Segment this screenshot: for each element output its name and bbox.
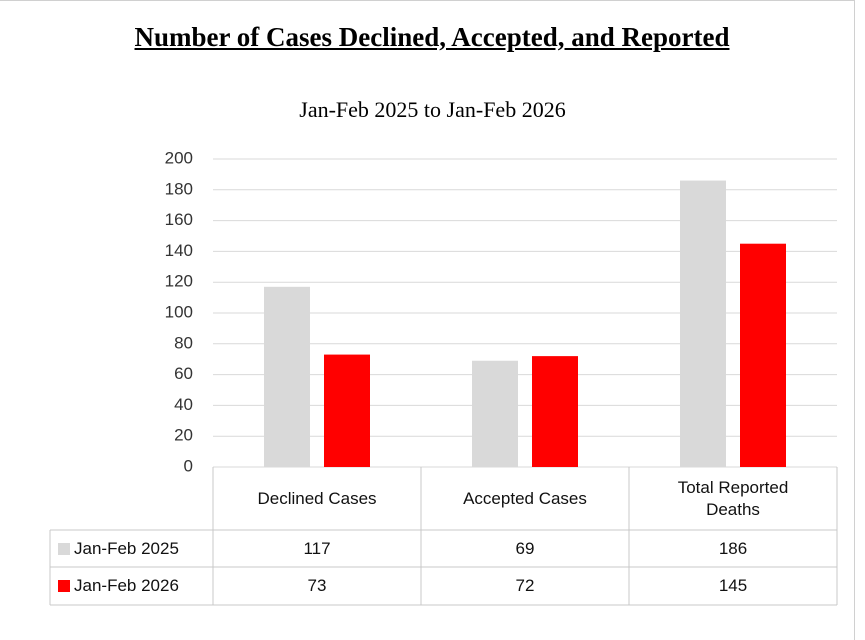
x-tick-label: Total Reported Deaths xyxy=(677,477,789,519)
data-table-value: 72 xyxy=(515,576,535,595)
bar xyxy=(740,243,786,467)
data-table-value: 73 xyxy=(307,576,327,595)
bar xyxy=(680,180,726,467)
legend-key xyxy=(58,542,70,555)
y-tick-label: 60 xyxy=(174,364,193,383)
y-tick-label: 40 xyxy=(174,395,193,414)
legend-label: Jan-Feb 2026 xyxy=(74,576,179,595)
chart-subtitle: Jan-Feb 2025 to Jan-Feb 2026 xyxy=(299,97,566,122)
data-table-value: 117 xyxy=(303,538,331,558)
bar xyxy=(532,356,578,467)
legend-entry: Jan-Feb 2025 xyxy=(52,530,211,567)
bar xyxy=(264,286,310,467)
legend-entry: Jan-Feb 2026 xyxy=(52,567,211,605)
y-tick-label: 80 xyxy=(174,333,193,352)
y-tick-label: 100 xyxy=(165,302,193,321)
data-table-value: 186 xyxy=(718,538,748,558)
x-tick-label: Declined Cases xyxy=(257,488,377,508)
data-table-value: 69 xyxy=(515,538,535,558)
x-tick-label: Accepted Cases xyxy=(463,488,587,508)
chart-title: Number of Cases Declined, Accepted, and … xyxy=(134,22,730,52)
y-tick-label: 0 xyxy=(184,456,193,475)
legend-key xyxy=(58,580,70,592)
y-tick-label: 200 xyxy=(165,148,193,167)
bar xyxy=(324,354,370,467)
y-tick-label: 140 xyxy=(165,241,193,260)
chart: 0 20 40 60 80 100 120 140 160 180 200 xyxy=(49,148,838,606)
y-tick-label: 20 xyxy=(174,426,193,445)
legend-label: Jan-Feb 2025 xyxy=(74,538,179,558)
data-table-value: 145 xyxy=(718,576,748,595)
y-tick-label: 160 xyxy=(165,210,193,229)
y-tick-label: 180 xyxy=(165,179,193,198)
bar xyxy=(472,360,518,467)
y-tick-label: 120 xyxy=(165,272,193,291)
